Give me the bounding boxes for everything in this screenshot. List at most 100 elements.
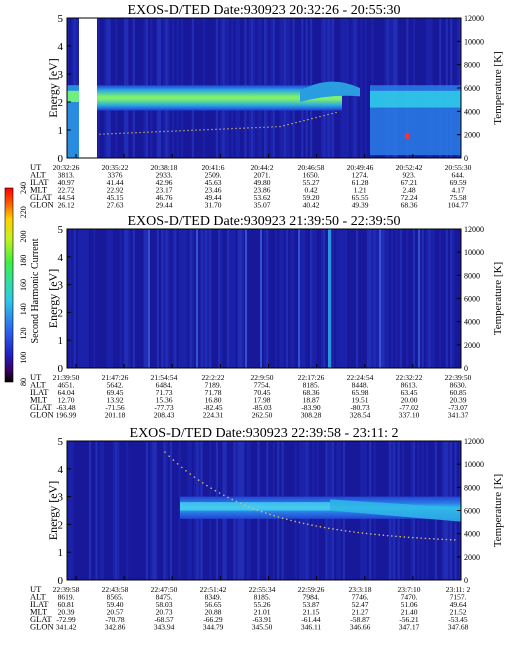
spectrogram-column — [154, 229, 158, 368]
spectrogram-column — [67, 441, 70, 580]
spectrogram-column — [99, 441, 103, 580]
temperature-dot — [255, 126, 257, 129]
table-cell: 22:59:26 — [298, 585, 325, 594]
spectrogram-column — [279, 229, 282, 368]
temperature-dot — [275, 126, 277, 128]
table-cell: 23.46 — [205, 186, 222, 195]
table-cell: 22:2:22 — [202, 373, 225, 382]
temperature-dot — [287, 123, 289, 126]
temperature-dot — [171, 130, 173, 132]
spectrogram-column — [176, 441, 179, 580]
late-band-core — [370, 90, 461, 108]
spectrogram-column — [141, 441, 144, 580]
table-cell: 27.63 — [107, 201, 124, 210]
y-axis-label: Energy [eV] — [46, 481, 60, 540]
spectrogram-column — [443, 229, 446, 368]
temperature-dot — [256, 509, 259, 511]
y-tick-label: 1 — [58, 547, 64, 559]
table-cell: 21:39:50 — [53, 373, 80, 382]
spectrogram-column — [360, 229, 363, 368]
temperature-dot — [185, 469, 187, 472]
table-cell: 70.45 — [254, 388, 271, 397]
table-cell: 20:35:22 — [102, 163, 129, 172]
spectrogram-column — [369, 229, 372, 368]
colorbar-tick-label: 240 — [19, 182, 28, 194]
temperature-dot — [319, 115, 321, 118]
spectrogram-column — [102, 229, 105, 368]
spectrogram-column — [364, 229, 368, 368]
spectrogram-column — [320, 229, 324, 368]
temperature-dot — [361, 532, 364, 534]
spectrogram-column — [401, 229, 405, 368]
table-cell: 71.73 — [156, 388, 173, 397]
table-cell: 1274. — [352, 171, 369, 180]
spectrogram-column — [224, 229, 228, 368]
spectrogram-column — [274, 229, 278, 368]
y2-tick-label: 10000 — [464, 37, 484, 46]
spectrogram-streak — [328, 229, 331, 368]
spectrogram-column — [115, 229, 118, 368]
spectrogram-column — [180, 229, 184, 368]
table-cell: 17.98 — [254, 396, 271, 405]
spectrogram-column — [288, 229, 291, 368]
temperature-dot — [323, 526, 326, 529]
panel-1: EXOS-D/TED Date:930923 20:32:26 - 20:55:… — [30, 3, 504, 210]
spectrogram-column — [421, 229, 425, 368]
temperature-dot — [395, 535, 397, 538]
temperature-dot — [331, 112, 333, 115]
table-cell: 16.80 — [205, 396, 222, 405]
temperature-dot — [370, 533, 372, 535]
temperature-dot — [454, 539, 456, 541]
temperature-dot — [294, 520, 297, 523]
table-cell: 60.85 — [450, 388, 467, 397]
table-cell: 22:39:58 — [53, 585, 80, 594]
spectrogram-column — [285, 229, 289, 368]
spectrogram-column — [156, 229, 160, 368]
temperature-dot — [219, 128, 221, 130]
spectrogram-streak — [196, 229, 198, 368]
spectrogram-column — [434, 229, 438, 368]
low-energy-core — [67, 90, 79, 102]
spectrogram-column — [202, 229, 206, 368]
table-cell: 58.03 — [156, 600, 173, 609]
table-cell: 52.47 — [352, 600, 369, 609]
table-cell: 23.86 — [254, 186, 271, 195]
y-axis-label: Energy [eV] — [46, 58, 60, 117]
spectrogram-column — [139, 229, 142, 368]
table-cell: 15.36 — [156, 396, 173, 405]
spectrogram-column — [178, 441, 182, 580]
temperature-dot — [99, 133, 101, 135]
table-cell: 2933. — [156, 171, 173, 180]
table-cell: 0.42 — [304, 186, 317, 195]
spectrogram-column — [117, 229, 120, 368]
spectrogram-column — [102, 441, 105, 580]
temperature-dot — [374, 533, 376, 536]
temperature-dot — [349, 530, 351, 533]
temperature-dot — [449, 538, 452, 541]
spectrogram-column — [121, 441, 125, 580]
y2-tick-label: 2000 — [464, 553, 480, 562]
spectrogram-column — [161, 229, 164, 368]
temperature-dot — [195, 129, 197, 131]
y-tick-label: 5 — [58, 224, 64, 236]
spectrogram-column — [143, 229, 147, 368]
y2-axis-label: Temperature [K] — [492, 51, 504, 124]
table-cell: 3376 — [108, 171, 123, 180]
spectrogram-column — [93, 441, 96, 580]
spectrogram-column — [152, 441, 155, 580]
table-cell: 2071. — [254, 171, 271, 180]
table-cell: 345.50 — [252, 623, 273, 632]
table-cell: 71.78 — [205, 388, 222, 397]
table-cell: 21.01 — [254, 608, 271, 617]
table-cell: 65.55 — [352, 193, 369, 202]
spectrogram-column — [404, 229, 407, 368]
spectrogram-column — [386, 229, 390, 368]
table-cell: 20:46:58 — [298, 163, 325, 172]
table-cell: -72.99 — [56, 615, 76, 624]
spectrogram-column — [145, 229, 149, 368]
table-cell: 344.79 — [203, 623, 224, 632]
temperature-dot — [123, 132, 125, 134]
spectrogram-column — [334, 229, 337, 368]
temperature-dot — [327, 113, 329, 116]
table-cell: 196.99 — [56, 411, 77, 420]
